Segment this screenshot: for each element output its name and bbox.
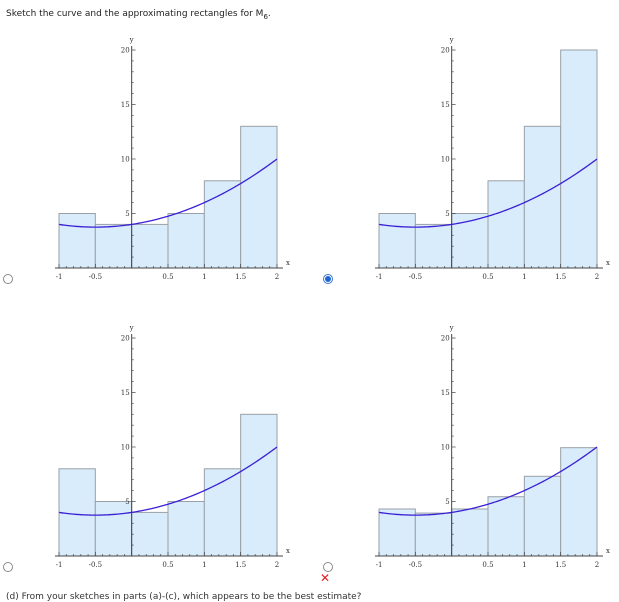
- x-tick-label: -0.5: [409, 561, 423, 569]
- rectangle-2: [414, 512, 453, 557]
- y-axis-label: y: [449, 324, 454, 332]
- option-a[interactable]: -1 -0.5 0.5 1 1.5 2 5 10 15 20 x y: [0, 30, 290, 310]
- option-c-radio[interactable]: [3, 562, 13, 572]
- rectangle-6: [560, 447, 598, 557]
- y-tick-label: 20: [441, 335, 450, 343]
- rectangle-6: [240, 413, 278, 557]
- option-b-graph: -1 -0.5 0.5 1 1.5 2 5 10 15 20 x y: [375, 36, 610, 281]
- x-tick-label: -0.5: [89, 273, 103, 281]
- function-curve: [58, 446, 278, 516]
- rectangle-1: [378, 508, 416, 557]
- rectangle-5: [523, 125, 562, 269]
- x-tick-label: 0.5: [162, 273, 173, 281]
- x-tick-label: 0.5: [162, 561, 173, 569]
- prompt-text: Sketch the curve and the approximating r…: [6, 9, 264, 19]
- rectangle-4: [167, 213, 205, 269]
- rectangle-3: [451, 508, 489, 557]
- y-tick-label: 15: [441, 101, 450, 109]
- x-tick-label: 1.5: [235, 273, 246, 281]
- y-tick-label: 10: [121, 156, 130, 164]
- y-tick-label: 5: [445, 498, 449, 506]
- question-prompt: Sketch the curve and the approximating r…: [6, 9, 271, 21]
- x-tick-label: 1: [202, 561, 206, 569]
- next-question-text: (d) From your sketches in parts (a)-(c),…: [6, 592, 362, 602]
- prompt-subscript: 6: [263, 12, 268, 21]
- y-tick-label: 20: [441, 47, 450, 55]
- rectangle-3: [131, 511, 169, 557]
- y-tick-label: 15: [441, 389, 450, 397]
- x-tick-label: -1: [376, 561, 383, 569]
- rectangle-4: [487, 180, 525, 269]
- y-tick-label: 15: [121, 389, 130, 397]
- rectangle-1: [378, 213, 416, 269]
- x-tick-label: 1: [202, 273, 206, 281]
- x-axis-label: x: [606, 547, 610, 555]
- x-tick-label: -1: [376, 273, 383, 281]
- x-tick-label: 0.5: [482, 273, 493, 281]
- y-tick-label: 10: [441, 156, 450, 164]
- x-tick-label: 1.5: [235, 561, 246, 569]
- y-tick-label: 10: [121, 444, 130, 452]
- option-c[interactable]: -1 -0.5 0.5 1 1.5 2 5 10 15 20 x y: [0, 318, 290, 598]
- x-tick-label: -1: [56, 561, 63, 569]
- option-a-graph: -1 -0.5 0.5 1 1.5 2 5 10 15 20 x y: [55, 36, 290, 281]
- x-tick-label: 1.5: [555, 273, 566, 281]
- rectangle-1: [58, 213, 96, 269]
- function-curve: [378, 158, 598, 228]
- y-tick-label: 20: [121, 47, 130, 55]
- rectangle-6: [560, 49, 598, 269]
- x-tick-label: 1.5: [555, 561, 566, 569]
- y-tick-label: 15: [121, 101, 130, 109]
- x-tick-label: 2: [275, 561, 279, 569]
- rectangle-5: [203, 468, 242, 557]
- prompt-end: .: [267, 9, 271, 19]
- y-tick-label: 5: [125, 498, 129, 506]
- x-tick-label: -0.5: [409, 273, 423, 281]
- function-curve: [378, 446, 598, 516]
- x-axis-label: x: [606, 259, 610, 267]
- option-c-graph: -1 -0.5 0.5 1 1.5 2 5 10 15 20 x y: [55, 324, 290, 569]
- rectangle-2: [94, 501, 133, 557]
- x-tick-label: -0.5: [89, 561, 103, 569]
- option-d-radio[interactable]: [323, 562, 333, 572]
- y-tick-label: 5: [445, 210, 449, 218]
- rectangle-3: [131, 223, 169, 269]
- option-b[interactable]: -1 -0.5 0.5 1 1.5 2 5 10 15 20 x y: [320, 30, 610, 310]
- y-axis-label: y: [129, 36, 134, 44]
- y-tick-label: 10: [441, 444, 450, 452]
- x-axis-label: x: [286, 547, 290, 555]
- x-tick-label: 2: [275, 273, 279, 281]
- rectangle-2: [414, 223, 453, 269]
- y-axis-label: y: [129, 324, 134, 332]
- option-d[interactable]: ✕ -1 -0.5 0.5 1 1.5 2 5 10 15 20 x y: [320, 318, 610, 598]
- rectangle-6: [240, 125, 278, 269]
- x-tick-label: 2: [595, 561, 599, 569]
- y-tick-label: 5: [125, 210, 129, 218]
- incorrect-icon: ✕: [320, 571, 331, 585]
- x-axis-label: x: [286, 259, 290, 267]
- rectangle-5: [203, 180, 242, 269]
- rectangle-4: [487, 496, 525, 557]
- function-curve: [58, 158, 278, 228]
- x-tick-label: 1: [522, 561, 526, 569]
- x-tick-label: -1: [56, 273, 63, 281]
- y-tick-label: 20: [121, 335, 130, 343]
- x-tick-label: 1: [522, 273, 526, 281]
- option-b-radio[interactable]: [323, 274, 333, 284]
- x-tick-label: 2: [595, 273, 599, 281]
- option-d-graph: -1 -0.5 0.5 1 1.5 2 5 10 15 20 x y: [375, 324, 610, 569]
- rectangle-2: [94, 223, 133, 269]
- option-a-radio[interactable]: [3, 274, 13, 284]
- rectangle-3: [451, 213, 489, 269]
- rectangle-1: [58, 468, 96, 557]
- rectangle-4: [167, 501, 205, 557]
- x-tick-label: 0.5: [482, 561, 493, 569]
- y-axis-label: y: [449, 36, 454, 44]
